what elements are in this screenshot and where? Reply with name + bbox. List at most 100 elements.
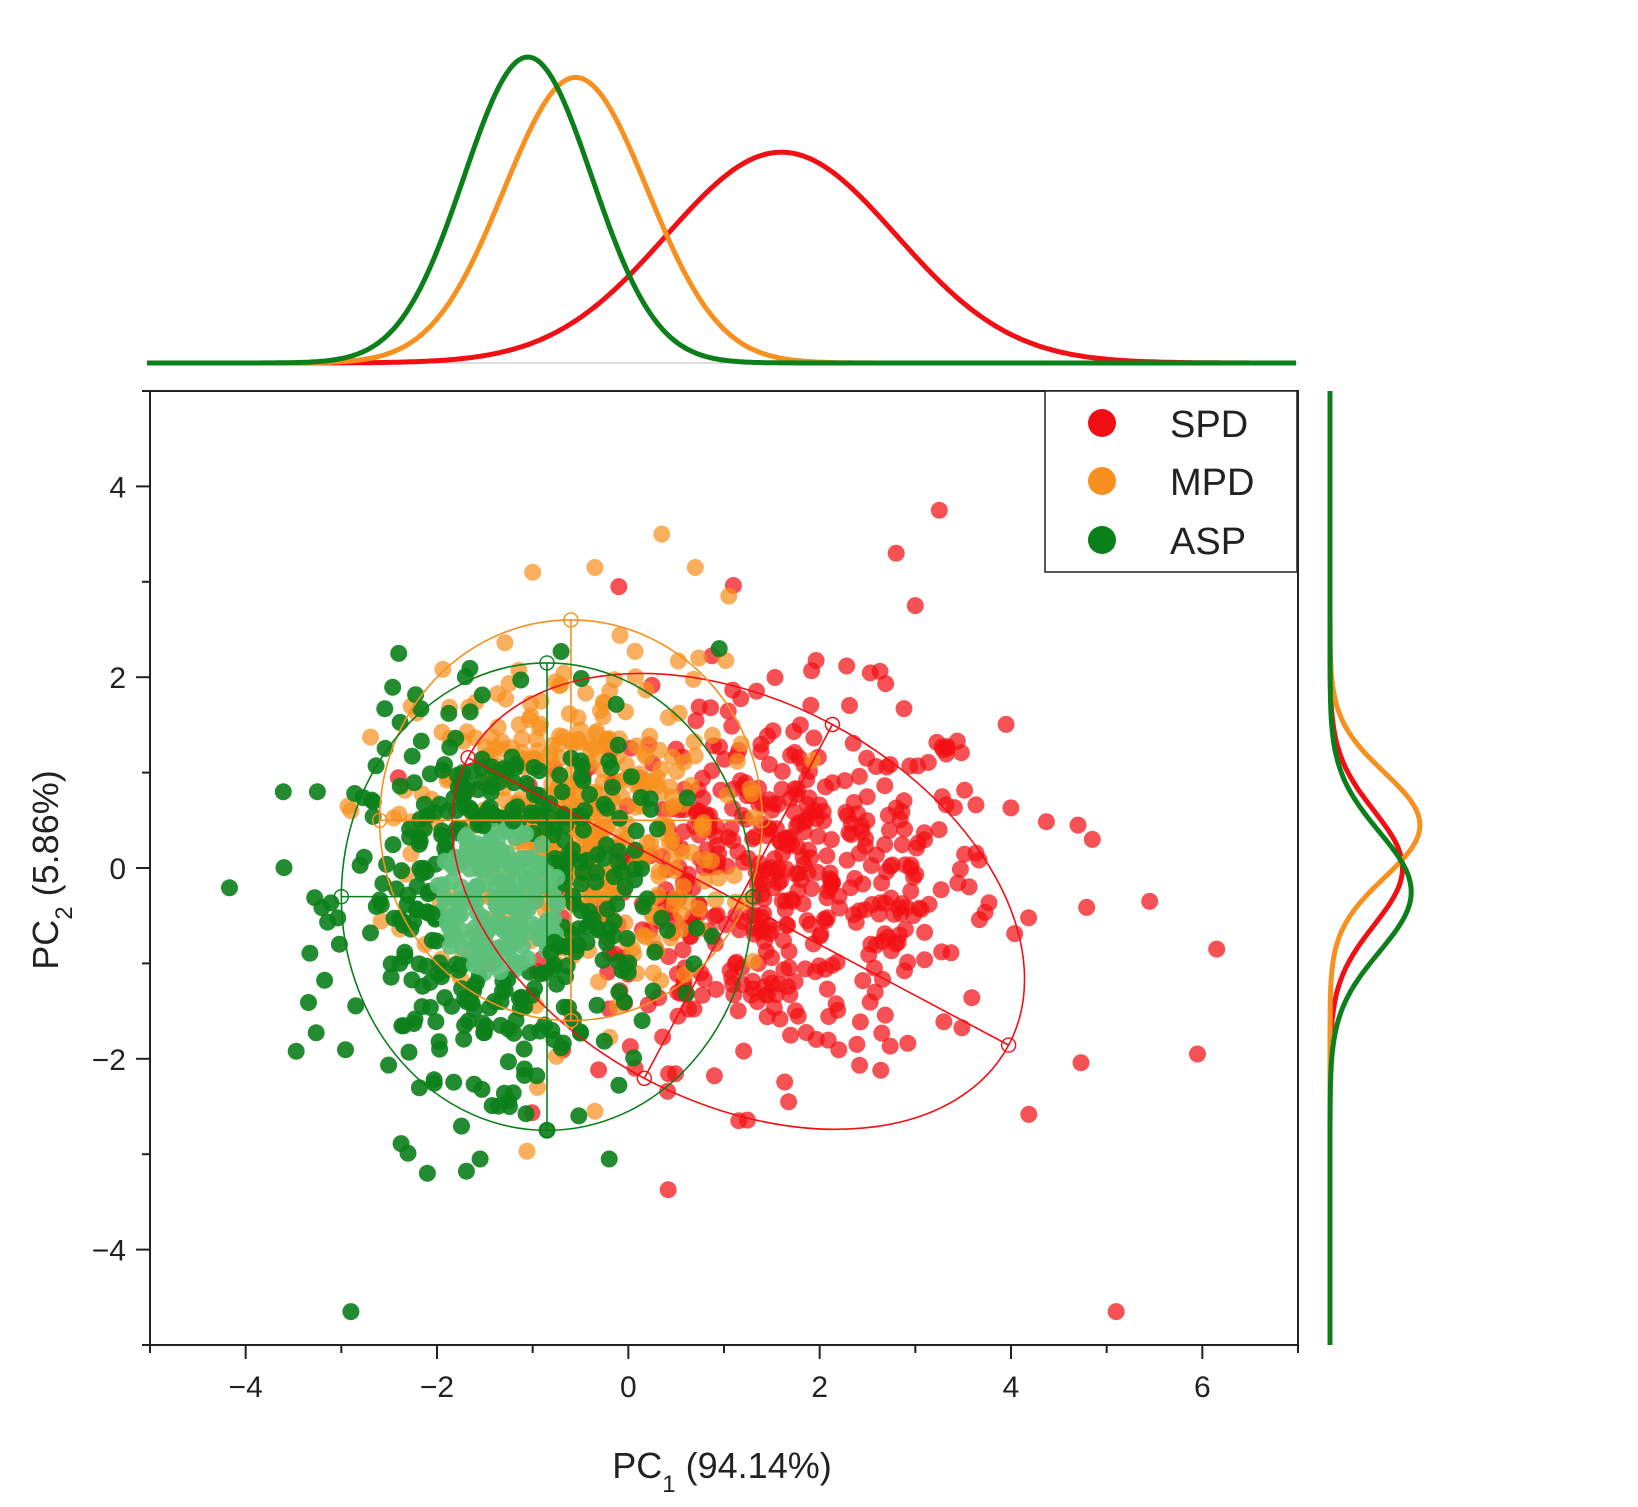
- ellipse-axis-end-mpd: [563, 1012, 579, 1029]
- legend-label-asp: ASP: [1170, 521, 1246, 563]
- data-point-spd: [930, 821, 948, 839]
- ellipse-axis-end-asp: [745, 888, 761, 905]
- data-point-spd: [858, 749, 876, 767]
- data-point-spd: [744, 919, 762, 937]
- data-point-spd: [872, 1061, 890, 1079]
- data-point-asp: [440, 704, 458, 722]
- data-point-mpd: [586, 1102, 604, 1120]
- data-point-mpd: [725, 867, 743, 885]
- data-point-spd: [912, 900, 930, 918]
- x-tick-label: −4: [229, 1371, 263, 1404]
- data-point-spd: [802, 696, 820, 714]
- data-point-asp: [517, 825, 534, 843]
- top-density-panel: [147, 54, 1298, 366]
- data-point-spd: [844, 734, 862, 752]
- data-point-asp: [518, 872, 536, 889]
- data-point-asp: [504, 860, 522, 878]
- data-point-spd: [822, 831, 840, 849]
- data-point-mpd: [663, 748, 681, 766]
- data-point-mpd: [704, 726, 721, 744]
- data-point-asp: [559, 846, 577, 864]
- data-point-asp: [496, 981, 514, 999]
- data-point-spd: [1078, 898, 1096, 916]
- y-tick-label: 4: [109, 471, 126, 504]
- data-point-mpd: [644, 964, 662, 982]
- data-point-asp: [600, 1150, 618, 1168]
- data-point-spd: [798, 771, 816, 789]
- data-point-asp: [498, 897, 516, 915]
- data-point-spd: [963, 989, 981, 1007]
- data-point-asp: [537, 818, 554, 836]
- confidence-ellipses: [333, 612, 1026, 1139]
- data-point-spd: [723, 717, 741, 735]
- data-point-asp: [588, 864, 606, 882]
- data-point-asp: [500, 916, 518, 934]
- data-point-mpd: [638, 834, 656, 852]
- data-point-spd: [873, 1024, 891, 1042]
- ellipse-axis-end-asp: [539, 1122, 555, 1139]
- ellipse-axis-end-spd: [1000, 1037, 1017, 1053]
- data-point-asp: [399, 1144, 417, 1162]
- data-point-spd: [867, 846, 885, 864]
- data-point-spd: [807, 652, 825, 669]
- data-point-spd: [906, 597, 924, 615]
- data-point-spd: [899, 953, 917, 971]
- data-point-spd: [1020, 909, 1038, 927]
- data-point-asp: [474, 808, 491, 826]
- data-point-asp: [610, 983, 628, 1001]
- data-point-asp: [703, 927, 721, 945]
- data-point-asp: [545, 909, 563, 927]
- data-point-spd: [724, 681, 742, 699]
- data-point-spd: [937, 745, 955, 763]
- data-point-asp: [609, 736, 627, 754]
- data-point-spd: [789, 882, 807, 900]
- data-point-mpd: [527, 730, 545, 748]
- data-point-asp: [401, 828, 419, 846]
- data-point-asp: [649, 820, 666, 838]
- x-tick-label: 6: [1194, 1371, 1211, 1404]
- data-point-spd: [854, 972, 872, 990]
- data-point-mpd: [636, 928, 654, 945]
- data-point-mpd: [592, 702, 609, 720]
- right-density-panel: [1327, 391, 1423, 1345]
- data-point-asp: [342, 1303, 360, 1321]
- data-point-asp: [447, 729, 465, 747]
- data-point-mpd: [686, 559, 704, 576]
- data-point-spd: [809, 827, 827, 845]
- data-point-asp: [400, 1043, 418, 1061]
- data-point-asp: [536, 964, 554, 982]
- y-tick-label: −4: [92, 1235, 126, 1268]
- data-point-asp: [464, 885, 482, 903]
- data-point-asp: [347, 997, 365, 1015]
- data-point-spd: [887, 544, 905, 562]
- data-point-mpd: [690, 649, 708, 667]
- top-density-curve-mpd: [147, 74, 1296, 366]
- ellipse-axis-end-asp: [333, 888, 350, 905]
- data-point-asp: [644, 982, 662, 1000]
- data-point-spd: [775, 961, 793, 979]
- data-point-asp: [571, 1023, 589, 1041]
- data-point-asp: [445, 1073, 463, 1091]
- data-point-mpd: [743, 785, 761, 803]
- data-point-spd: [1072, 1054, 1090, 1072]
- data-point-asp: [431, 1040, 449, 1058]
- data-point-asp: [499, 1020, 517, 1038]
- data-point-asp: [274, 783, 292, 801]
- data-point-asp: [531, 1022, 549, 1040]
- data-point-mpd: [466, 729, 484, 747]
- data-point-asp: [433, 968, 450, 986]
- ellipse-axis-spd: [467, 756, 739, 903]
- data-point-spd: [786, 780, 804, 798]
- ellipse-axis-end-spd: [460, 749, 476, 766]
- data-point-spd: [719, 702, 737, 720]
- data-point-asp: [407, 686, 425, 704]
- data-point-asp: [517, 1105, 535, 1123]
- data-point-asp: [438, 914, 456, 932]
- data-point-spd: [858, 788, 876, 806]
- data-point-asp: [548, 869, 566, 886]
- legend-label-mpd: MPD: [1170, 462, 1254, 504]
- data-point-asp: [427, 1013, 445, 1031]
- data-point-spd: [881, 857, 899, 875]
- data-point-spd: [817, 912, 835, 930]
- data-point-asp: [363, 791, 381, 809]
